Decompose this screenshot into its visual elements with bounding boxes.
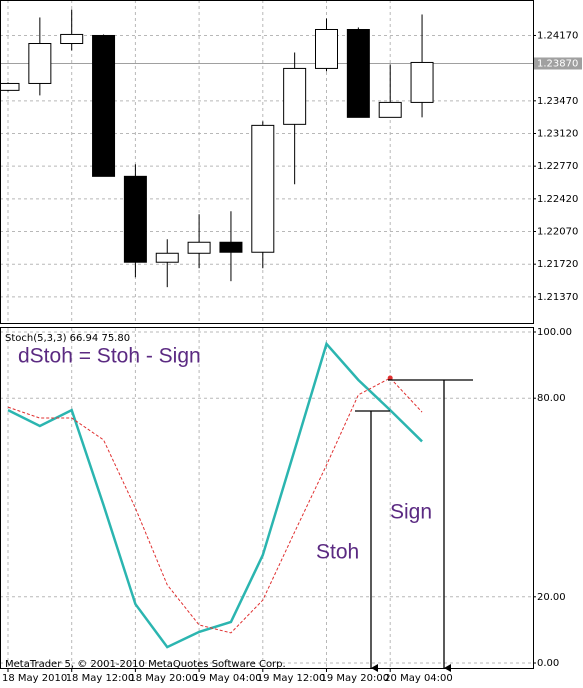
candle-body [28,43,52,84]
stoh-note: Stoh [316,541,359,564]
y-tick-label: 1.22770 [537,161,578,172]
y-tick-label: 1.21720 [537,259,578,270]
candle-body [155,252,179,263]
y-tick-label: 1.24170 [537,30,578,41]
y-tick-label: 100.00 [537,327,572,338]
candle-body [315,28,338,69]
y-tick-label: 1.22070 [537,227,578,238]
x-tick-label: 20 May 04:00 [384,673,453,684]
x-tick-label: 19 May 04:00 [193,673,262,684]
footer: MetaTrader 5, © 2001-2010 MetaQuotes Sof… [5,659,286,670]
y-tick-label: 1.23120 [537,128,578,139]
y-tick-label: 0.00 [537,658,559,669]
candle-body [92,34,116,177]
last-price-box [534,57,582,70]
stoch-line [7,341,423,649]
candle-body [187,241,211,254]
y-tick-label: 20.00 [537,592,566,603]
candle-body [60,33,84,45]
stoch-line [7,377,423,634]
x-tick-label: 19 May 20:00 [321,673,390,684]
price-pane [0,0,534,324]
candle-body [0,82,20,91]
stoch-pane [0,327,534,669]
signal-dot [387,375,393,381]
arrows [355,379,473,672]
sign-note: Sign [390,501,432,524]
candle-body [283,67,307,125]
x-tick-label: 18 May 2010 [2,673,67,684]
candle-body [346,28,370,118]
candle-body [251,124,275,253]
y-tick-label: 1.22420 [537,194,578,205]
y-tick-label: 80.00 [537,393,566,404]
formula-note: dStoh = Stoh - Sign [18,345,201,368]
x-tick-label: 19 May 12:00 [257,673,326,684]
x-tick-label: 18 May 12:00 [66,673,135,684]
candle-body [123,175,147,263]
y-tick-label: 1.23470 [537,96,578,107]
candle-body [378,101,402,118]
y-tick-label: 1.21370 [537,292,578,303]
indicator-title: Stoch(5,3,3) 66.94 75.80 [5,333,130,344]
x-tick-label: 18 May 20:00 [129,673,198,684]
last-price-label: 1.23870 [537,58,578,69]
candle-body [410,61,434,103]
candle-body [219,241,243,253]
